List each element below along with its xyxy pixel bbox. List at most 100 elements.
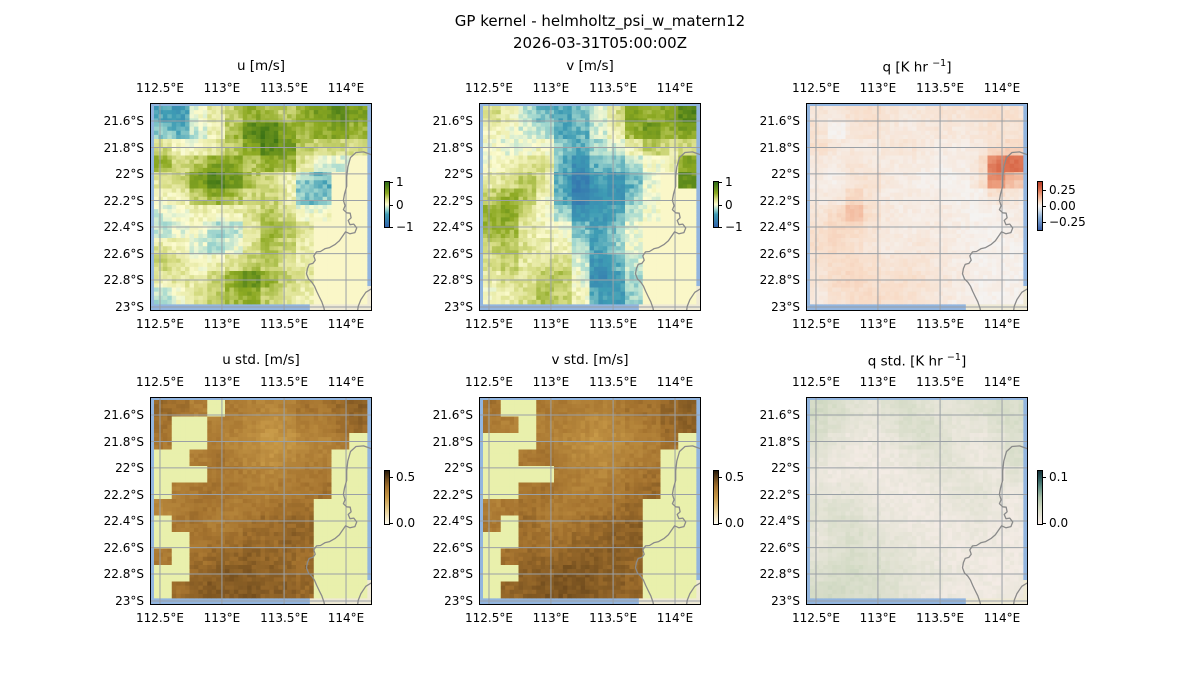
colorbar-gradient-v_std [713,470,719,525]
panel-title-superscript: −1 [946,352,961,363]
lat-tick-label-u-2: 22°S [115,166,144,181]
lon-tick-label-bottom-v-2: 113.5°E [589,317,638,331]
map-overlay-q [806,103,1028,311]
panel-title-text: q [K hr [882,59,933,76]
heatmap-canvas-q_std [806,397,1028,605]
lon-tick-label-top-q-3: 114°E [983,81,1021,95]
lat-tick-label-v-5: 22.6°S [432,246,473,261]
map-u [150,103,372,311]
coastline [305,445,372,605]
lat-tick-label-u-5: 22.6°S [103,246,144,261]
lon-tick-label-top-q-2: 113.5°E [916,81,965,95]
lon-tick-label-bottom-u_std-3: 114°E [327,611,365,625]
coastline-corner-segment [685,287,701,311]
colorbar-u_std: 0.5 0.0 [384,470,424,530]
coastline [634,445,701,605]
lat-tick-label-u_std-5: 22.6°S [103,540,144,555]
map-q [806,103,1028,311]
map-overlay-v [479,103,701,311]
lon-tick-label-top-u-2: 113.5°E [260,81,309,95]
colorbar-v: 1 0 −1 [713,175,753,234]
lon-tick-label-top-u_std-1: 113°E [203,375,241,389]
lat-tick-label-v-7: 23°S [444,300,473,315]
map-v [479,103,701,311]
lon-tick-label-top-q-0: 112.5°E [792,81,840,95]
lat-tick-label-v_std-2: 22°S [444,460,473,475]
colorbar-tickmark-v_std-1 [719,523,722,525]
lat-tick-label-q_std-7: 23°S [771,594,800,609]
map-overlay-v_std [479,397,701,605]
lon-tick-label-bottom-v_std-1: 113°E [532,611,570,625]
lat-tick-label-u_std-0: 21.6°S [103,407,144,422]
lat-tick-label-v_std-1: 21.8°S [432,434,473,449]
coastline [305,151,372,311]
coastline-corner-segment [356,581,372,605]
map-border [479,397,701,605]
panel-title-text-end: ] [946,59,952,76]
colorbar-gradient-q [1037,181,1043,231]
lon-tick-label-top-v_std-2: 113.5°E [589,375,638,389]
colorbar-v_std: 0.5 0.0 [713,469,753,530]
lon-tick-label-bottom-u-2: 113.5°E [260,317,309,331]
colorbar-tick-label-q-2: −0.25 [1049,214,1086,229]
lat-tick-label-u-4: 22.4°S [103,219,144,234]
map-v_std [479,397,701,605]
lon-tick-label-top-v-2: 113.5°E [589,81,638,95]
lon-tick-label-top-v-0: 112.5°E [465,81,513,95]
map-overlay-u_std [150,397,372,605]
colorbar-tick-label-u_std-1: 0.0 [396,516,416,531]
panel-title-v: v [m/s] [439,58,741,74]
coastline [961,445,1028,605]
colorbar-tickmark-v_std-0 [719,476,722,478]
coastline-corner-segment [1012,581,1028,605]
lon-tick-label-bottom-v_std-3: 114°E [656,611,694,625]
lon-tick-label-bottom-q-1: 113°E [859,317,897,331]
lat-tick-label-v_std-4: 22.4°S [432,513,473,528]
lat-tick-label-q-5: 22.6°S [759,246,800,261]
lon-tick-label-bottom-q_std-3: 114°E [983,611,1021,625]
colorbar-gradient-u_std [384,470,390,525]
colorbar-tickmark-v-2 [719,226,722,228]
lon-tick-label-bottom-q_std-1: 113°E [859,611,897,625]
colorbar-tick-label-v-0: 1 [725,175,733,190]
lat-tick-label-q_std-1: 21.8°S [759,434,800,449]
lon-tick-label-top-q-1: 113°E [859,81,897,95]
lon-tick-label-top-v-1: 113°E [532,81,570,95]
lon-tick-label-bottom-u-0: 112.5°E [136,317,184,331]
colorbar-tick-label-v-2: −1 [725,219,743,234]
colorbar-tickmark-q_std-0 [1043,477,1046,479]
colorbar-tick-label-v_std-0: 0.5 [725,469,745,484]
lat-tick-label-v_std-6: 22.8°S [432,567,473,581]
panel-title-text-end: ] [960,353,967,370]
map-u_std [150,397,372,605]
lat-tick-label-v-0: 21.6°S [432,113,473,128]
figure-suptitle-line2: 2026-03-31T05:00:00Z [513,34,687,52]
lat-tick-label-u_std-4: 22.4°S [103,513,144,528]
panel-title-q: q [K hr −1] [766,58,1068,76]
lon-tick-label-top-u_std-0: 112.5°E [136,375,184,389]
panel-title-q_std: q std. [K hr −1] [766,352,1068,370]
colorbar-tick-label-q-1: 0.00 [1049,199,1076,213]
lat-tick-label-q_std-4: 22.4°S [759,513,800,528]
colorbar-tick-label-v-1: 0 [725,197,733,212]
lat-tick-label-q_std-3: 22.2°S [759,487,800,502]
colorbar-tick-label-u-1: 0 [396,197,404,212]
lon-tick-label-top-v-3: 114°E [656,81,694,95]
lon-tick-label-top-u-0: 112.5°E [136,81,184,95]
lat-tick-label-u_std-1: 21.8°S [103,434,144,449]
lon-tick-label-bottom-u_std-0: 112.5°E [136,611,184,625]
lon-tick-label-bottom-v_std-2: 113.5°E [589,611,638,625]
lat-tick-label-v-3: 22.2°S [432,193,473,208]
lat-tick-label-u-7: 23°S [115,300,144,315]
panel-title-text: v std. [m/s] [551,352,629,368]
lon-tick-label-top-u_std-3: 114°E [327,375,365,389]
colorbar-tickmark-q-1 [1043,206,1046,207]
map-border [806,397,1028,605]
lat-tick-label-q_std-0: 21.6°S [759,407,800,422]
lat-tick-label-q-1: 21.8°S [759,140,800,155]
heatmap-canvas-u_std [150,397,372,605]
coastline [634,151,701,311]
colorbar-tick-label-u-0: 1 [396,175,404,190]
colorbar-tickmark-u-2 [390,226,393,228]
colorbar-tickmark-q_std-1 [1043,523,1046,525]
